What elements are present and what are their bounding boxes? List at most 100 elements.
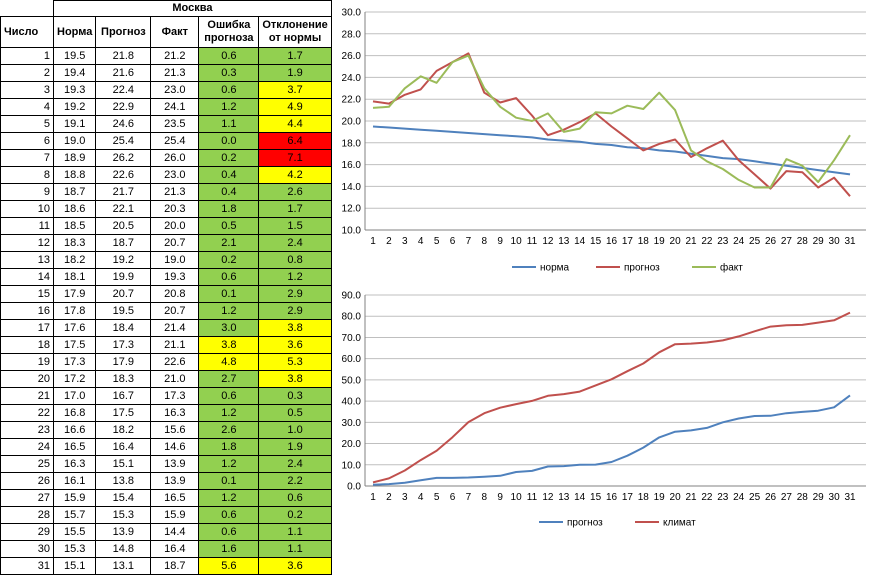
chart2-x-tick-label: 24 — [733, 492, 745, 503]
error-cell: 1.1 — [198, 115, 260, 133]
forecast-cell: 14.8 — [95, 540, 152, 558]
deviation-cell: 0.5 — [258, 404, 332, 422]
fact-cell: 23.5 — [150, 115, 200, 133]
chart1-x-tick-label: 26 — [765, 236, 777, 247]
fact-cell: 24.1 — [150, 98, 200, 116]
deviation-cell: 1.9 — [258, 438, 332, 456]
chart1-legend-label: норма — [540, 263, 570, 274]
fact-cell: 16.3 — [150, 404, 200, 422]
day-cell: 10 — [0, 200, 54, 218]
forecast-cell: 21.7 — [95, 183, 152, 201]
header-day: Число — [0, 16, 54, 48]
norm-cell: 17.8 — [52, 302, 97, 320]
chart2-x-tick-label: 28 — [797, 492, 809, 503]
day-cell: 24 — [0, 438, 54, 456]
table-row: 6 19.0 25.4 25.4 0.0 6.4 — [0, 132, 332, 150]
table-row: 31 15.1 13.1 18.7 5.6 3.6 — [0, 557, 332, 575]
forecast-cell: 15.1 — [95, 455, 152, 473]
norm-cell: 17.5 — [52, 336, 97, 354]
day-cell: 9 — [0, 183, 54, 201]
chart2-x-tick-label: 9 — [497, 492, 503, 503]
chart1-x-tick-label: 31 — [844, 236, 856, 247]
temperature-chart: 10.0 12.0 14.0 16.0 18.0 20.0 22.0 24.0 26.0 28.0… — [342, 8, 866, 274]
chart2-legend-label: климат — [663, 518, 696, 529]
day-cell: 27 — [0, 489, 54, 507]
table-row: 11 18.5 20.5 20.0 0.5 1.5 — [0, 217, 332, 235]
chart1-x-tick-label: 8 — [482, 236, 488, 247]
chart2-x-tick-label: 29 — [813, 492, 825, 503]
chart2-x-tick-label: 11 — [527, 492, 538, 503]
forecast-cell: 22.1 — [95, 200, 152, 218]
day-cell: 14 — [0, 268, 54, 286]
chart2-x-tick-label: 16 — [606, 492, 618, 503]
deviation-cell: 0.2 — [258, 506, 332, 524]
deviation-cell: 1.7 — [258, 47, 332, 65]
table-row: 25 16.3 15.1 13.9 1.2 2.4 — [0, 455, 332, 473]
chart1-legend-label: факт — [720, 262, 743, 274]
fact-cell: 20.7 — [150, 234, 200, 252]
forecast-cell: 22.4 — [95, 81, 152, 99]
deviation-cell: 6.4 — [258, 132, 332, 150]
error-cell: 5.6 — [198, 557, 260, 575]
day-cell: 18 — [0, 336, 54, 354]
day-cell: 20 — [0, 370, 54, 388]
fact-cell: 21.1 — [150, 336, 200, 354]
table-row: 19 17.3 17.9 22.6 4.8 5.3 — [0, 353, 332, 371]
error-cell: 2.6 — [198, 421, 260, 439]
day-cell: 29 — [0, 523, 54, 541]
fact-cell: 15.9 — [150, 506, 200, 524]
chart1-x-tick-label: 16 — [606, 236, 618, 247]
deviation-cell: 1.1 — [258, 523, 332, 541]
chart2-x-tick-label: 26 — [765, 492, 777, 503]
norm-cell: 19.5 — [52, 47, 97, 65]
forecast-cell: 18.3 — [95, 370, 152, 388]
forecast-cell: 13.8 — [95, 472, 152, 490]
norm-cell: 15.9 — [52, 489, 97, 507]
forecast-cell: 18.4 — [95, 319, 152, 337]
norm-cell: 19.2 — [52, 98, 97, 116]
chart1-series-line-1 — [372, 125, 851, 176]
error-cell: 1.2 — [198, 98, 260, 116]
fact-cell: 21.0 — [150, 370, 200, 388]
chart1-x-tick-label: 21 — [685, 236, 697, 247]
table-row: 2 19.4 21.6 21.3 0.3 1.9 — [0, 64, 332, 82]
day-cell: 12 — [0, 234, 54, 252]
chart1-y-tick-label: 14.0 — [342, 182, 362, 193]
forecast-cell: 17.3 — [95, 336, 152, 354]
chart2-x-tick-label: 14 — [574, 492, 586, 503]
forecast-cell: 15.3 — [95, 506, 152, 524]
chart2-x-tick-label: 12 — [542, 492, 554, 503]
norm-cell: 15.1 — [52, 557, 97, 575]
day-cell: 6 — [0, 132, 54, 150]
deviation-cell: 5.3 — [258, 353, 332, 371]
chart2-x-tick-label: 19 — [654, 492, 666, 503]
chart1-series-line-3 — [372, 54, 851, 189]
chart1-x-tick-label: 17 — [622, 236, 634, 247]
chart2-x-tick-label: 15 — [590, 492, 602, 503]
fact-cell: 21.4 — [150, 319, 200, 337]
day-cell: 25 — [0, 455, 54, 473]
day-cell: 28 — [0, 506, 54, 524]
forecast-cell: 26.2 — [95, 149, 152, 167]
norm-cell: 18.7 — [52, 183, 97, 201]
table-row: 18 17.5 17.3 21.1 3.8 3.6 — [0, 336, 332, 354]
chart2-y-tick-label: 50.0 — [342, 375, 362, 386]
day-cell: 23 — [0, 421, 54, 439]
deviation-cell: 3.6 — [258, 557, 332, 575]
day-cell: 22 — [0, 404, 54, 422]
table-row: 8 18.8 22.6 23.0 0.4 4.2 — [0, 166, 332, 184]
deviation-cell: 2.9 — [258, 285, 332, 303]
day-cell: 5 — [0, 115, 54, 133]
fact-cell: 18.7 — [150, 557, 200, 575]
day-cell: 1 — [0, 47, 54, 65]
chart2-y-tick-label: 30.0 — [342, 418, 362, 429]
table-row: 15 17.9 20.7 20.8 0.1 2.9 — [0, 285, 332, 303]
deviation-cell: 1.0 — [258, 421, 332, 439]
deviation-cell: 0.3 — [258, 387, 332, 405]
chart2-y-tick-label: 20.0 — [342, 439, 362, 450]
day-cell: 11 — [0, 217, 54, 235]
data-table: Москва Число Норма Прогноз Факт Ошибка п… — [0, 0, 332, 575]
table-row: 12 18.3 18.7 20.7 2.1 2.4 — [0, 234, 332, 252]
deviation-cell: 0.8 — [258, 251, 332, 269]
chart1-x-tick-label: 20 — [670, 236, 682, 247]
